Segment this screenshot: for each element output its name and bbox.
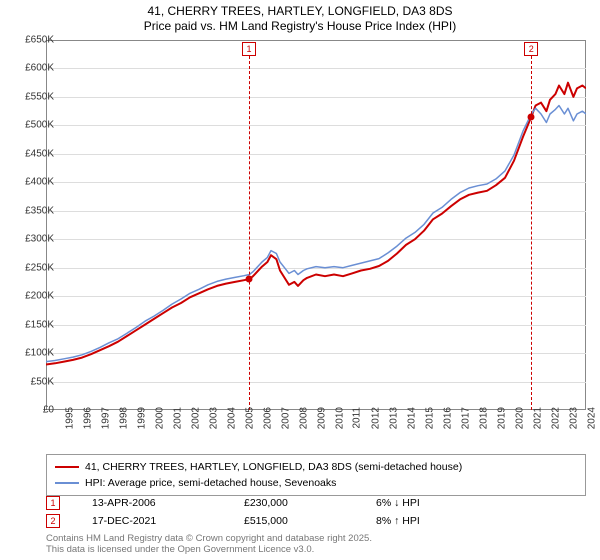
- y-tick-label: £400K: [12, 177, 54, 188]
- x-tick-label: 2010: [334, 407, 345, 429]
- y-tick-label: £150K: [12, 319, 54, 330]
- x-tick-label: 2003: [208, 407, 219, 429]
- callout-date-2: 17-DEC-2021: [92, 515, 212, 527]
- y-tick-label: £250K: [12, 262, 54, 273]
- y-tick-label: £100K: [12, 348, 54, 359]
- callout-marker-on-chart: 2: [524, 42, 538, 56]
- x-tick-label: 2024: [586, 407, 597, 429]
- legend-row-price-paid: 41, CHERRY TREES, HARTLEY, LONGFIELD, DA…: [55, 459, 577, 475]
- callout-pct-1: 6% ↓ HPI: [376, 497, 496, 509]
- callout-price-2: £515,000: [244, 515, 344, 527]
- chart-title-subtitle: Price paid vs. HM Land Registry's House …: [0, 19, 600, 33]
- y-tick-label: £50K: [12, 376, 54, 387]
- x-tick-label: 2013: [388, 407, 399, 429]
- x-tick-label: 2004: [226, 407, 237, 429]
- x-tick-label: 2007: [280, 407, 291, 429]
- x-tick-label: 2014: [406, 407, 417, 429]
- x-tick-label: 2019: [496, 407, 507, 429]
- x-tick-label: 1996: [82, 407, 93, 429]
- x-tick-label: 2020: [514, 407, 525, 429]
- x-tick-label: 2000: [154, 407, 165, 429]
- x-tick-label: 2017: [460, 407, 471, 429]
- attribution-line2: This data is licensed under the Open Gov…: [46, 545, 372, 556]
- legend-label-price-paid: 41, CHERRY TREES, HARTLEY, LONGFIELD, DA…: [85, 461, 462, 473]
- x-tick-label: 2023: [568, 407, 579, 429]
- x-tick-label: 2005: [244, 407, 255, 429]
- callout-date-1: 13-APR-2006: [92, 497, 212, 509]
- callout-marker-on-chart: 1: [242, 42, 256, 56]
- x-tick-label: 2015: [424, 407, 435, 429]
- plot-area: 12 1995199619971998199920002001200220032…: [46, 40, 586, 410]
- x-tick-label: 2009: [316, 407, 327, 429]
- x-tick-label: 2011: [352, 407, 363, 429]
- legend-row-hpi: HPI: Average price, semi-detached house,…: [55, 475, 577, 491]
- legend: 41, CHERRY TREES, HARTLEY, LONGFIELD, DA…: [46, 454, 586, 496]
- legend-label-hpi: HPI: Average price, semi-detached house,…: [85, 477, 336, 489]
- attribution: Contains HM Land Registry data © Crown c…: [46, 534, 372, 556]
- chart-container: 41, CHERRY TREES, HARTLEY, LONGFIELD, DA…: [0, 0, 600, 560]
- legend-swatch-price-paid: [55, 466, 79, 468]
- y-tick-label: £300K: [12, 234, 54, 245]
- x-tick-label: 2016: [442, 407, 453, 429]
- y-tick-label: £650K: [12, 35, 54, 46]
- y-tick-label: £450K: [12, 148, 54, 159]
- chart-title-address: 41, CHERRY TREES, HARTLEY, LONGFIELD, DA…: [0, 4, 600, 18]
- x-tick-label: 1995: [64, 407, 75, 429]
- y-tick-label: £200K: [12, 291, 54, 302]
- x-tick-label: 2002: [190, 407, 201, 429]
- x-tick-label: 2001: [172, 407, 183, 429]
- x-tick-label: 1999: [136, 407, 147, 429]
- callout-marker-2: 2: [46, 514, 60, 528]
- y-tick-label: £550K: [12, 91, 54, 102]
- legend-swatch-hpi: [55, 482, 79, 484]
- callout-row-1: 1 13-APR-2006 £230,000 6% ↓ HPI: [46, 494, 586, 512]
- y-tick-label: £600K: [12, 63, 54, 74]
- x-tick-label: 2006: [262, 407, 273, 429]
- y-tick-label: £500K: [12, 120, 54, 131]
- x-tick-label: 2008: [298, 407, 309, 429]
- x-tick-label: 2022: [550, 407, 561, 429]
- callout-row-2: 2 17-DEC-2021 £515,000 8% ↑ HPI: [46, 512, 586, 530]
- x-tick-label: 2021: [532, 407, 543, 429]
- x-tick-label: 1997: [100, 407, 111, 429]
- x-tick-label: 1998: [118, 407, 129, 429]
- y-tick-label: £0: [12, 405, 54, 416]
- callout-pct-2: 8% ↑ HPI: [376, 515, 496, 527]
- x-tick-label: 2012: [370, 407, 381, 429]
- callouts-table: 1 13-APR-2006 £230,000 6% ↓ HPI 2 17-DEC…: [46, 494, 586, 530]
- x-tick-label: 2018: [478, 407, 489, 429]
- chart-titles: 41, CHERRY TREES, HARTLEY, LONGFIELD, DA…: [0, 0, 600, 33]
- y-tick-label: £350K: [12, 205, 54, 216]
- callout-price-1: £230,000: [244, 497, 344, 509]
- line-series-svg: [46, 40, 586, 410]
- callout-marker-1: 1: [46, 496, 60, 510]
